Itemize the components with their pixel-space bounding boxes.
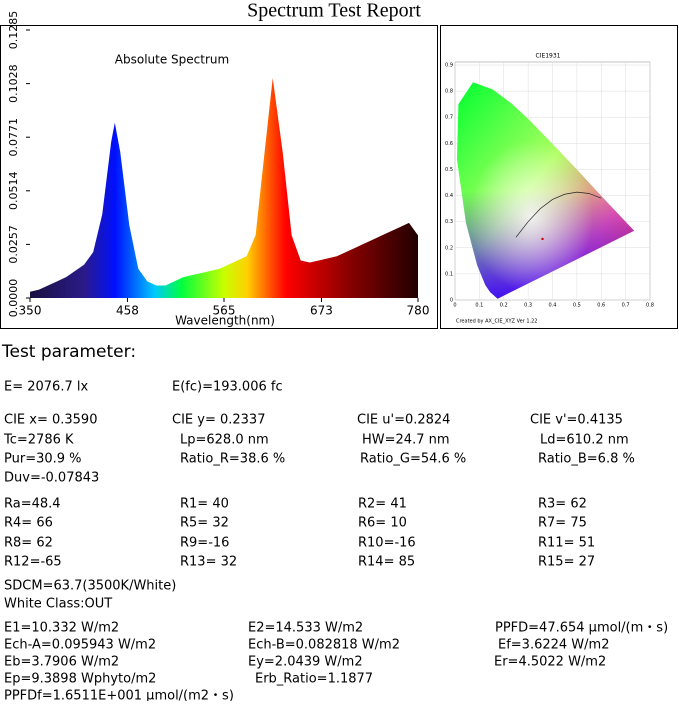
- cie-x-tick-label: 0.4: [549, 303, 557, 309]
- report-title: Spectrum Test Report: [247, 0, 421, 22]
- parameter: Ld=610.2 nm: [540, 433, 629, 448]
- parameters-heading: Test parameter:: [1, 342, 136, 362]
- cie-x-tick-label: 0.6: [597, 303, 605, 309]
- cie-y-tick-label: 0.9: [445, 63, 453, 69]
- parameter: R4= 66: [4, 516, 53, 531]
- cie-y-tick-label: 0.5: [445, 167, 453, 173]
- parameter: Ratio_B=6.8 %: [538, 452, 635, 467]
- parameter: Erb_Ratio=1.1877: [255, 672, 373, 687]
- parameter: Tc=2786 K: [3, 433, 74, 448]
- parameter: Ra=48.4: [4, 497, 61, 512]
- x-axis-label: Wavelength(nm): [175, 314, 275, 328]
- parameter: Ech-B=0.082818 W/m2: [248, 638, 400, 653]
- cie-x-tick-label: 0.1: [475, 303, 483, 309]
- cie-frame: [440, 25, 678, 329]
- y-tick-label: 0.0000: [7, 279, 20, 318]
- parameter: R11= 51: [538, 536, 595, 551]
- parameter: SDCM=63.7(3500K/White): [4, 579, 176, 594]
- y-tick-label: 0.1285: [7, 11, 20, 50]
- spectrum-area: [30, 77, 418, 298]
- cie-credit: Created by AX_CIE_XYZ Ver 1.22: [456, 319, 537, 325]
- parameter: CIE u'=0.2824: [357, 413, 450, 428]
- x-tick-label: 565: [213, 304, 236, 318]
- cie-x-tick-label: 0.3: [524, 303, 532, 309]
- parameter: R1= 40: [180, 497, 229, 512]
- parameter: R8= 62: [4, 536, 53, 551]
- x-tick-label: 780: [407, 304, 430, 318]
- cie-y-tick-label: 0.7: [445, 115, 453, 121]
- cie-y-tick-label: 0.4: [445, 193, 453, 199]
- spectrum-frame: [0, 25, 438, 329]
- parameter: Duv=-0.07843: [4, 471, 99, 486]
- parameter: Ratio_G=54.6 %: [360, 452, 466, 467]
- parameter: E2=14.533 W/m2: [248, 621, 363, 636]
- parameter: CIE v'=0.4135: [530, 413, 623, 428]
- spectrum-title: Absolute Spectrum: [115, 53, 229, 67]
- parameter: R5= 32: [180, 516, 229, 531]
- parameter: R9=-16: [180, 536, 229, 551]
- parameter: E(fc)=193.006 fc: [172, 380, 283, 395]
- chromaticity-point: [541, 237, 544, 241]
- parameter: R15= 27: [538, 555, 595, 570]
- parameter: Ey=2.0439 W/m2: [248, 655, 363, 670]
- cie-y-tick-label: 0.3: [445, 219, 453, 225]
- cie-y-tick-label: 0: [450, 298, 453, 304]
- parameter: R3= 62: [538, 497, 587, 512]
- cie-y-tick-label: 0.2: [445, 245, 453, 251]
- parameter: R10=-16: [358, 536, 416, 551]
- cie-gamut: [456, 82, 635, 299]
- cie-x-tick-label: 0: [453, 303, 456, 309]
- parameter: PPFD=47.654 μmol/(m・s): [495, 621, 668, 636]
- parameter: R12=-65: [4, 555, 62, 570]
- y-tick-label: 0.0514: [7, 172, 20, 211]
- parameter: R6= 10: [358, 516, 407, 531]
- parameter: Pur=30.9 %: [4, 452, 82, 467]
- parameter: Ef=3.6224 W/m2: [498, 638, 609, 653]
- planckian-locus: [515, 191, 602, 238]
- x-tick-label: 673: [310, 304, 333, 318]
- parameter: Ratio_R=38.6 %: [180, 452, 285, 467]
- parameter: Lp=628.0 nm: [180, 433, 269, 448]
- parameter: E1=10.332 W/m2: [4, 621, 119, 636]
- parameter: HW=24.7 nm: [362, 433, 450, 448]
- cie-x-tick-label: 0.7: [622, 303, 630, 309]
- cie-y-tick-label: 0.8: [445, 89, 453, 95]
- parameter: R14= 85: [358, 555, 415, 570]
- parameter: E= 2076.7 lx: [4, 380, 88, 395]
- cie-x-tick-label: 0.8: [646, 303, 654, 309]
- parameter: Eb=3.7906 W/m2: [4, 655, 119, 670]
- parameter: PPFDf=1.6511E+001 μmol/(m2・s): [4, 689, 234, 702]
- parameter: Er=4.5022 W/m2: [494, 655, 606, 670]
- parameter: White Class:OUT: [4, 597, 112, 612]
- cie-x-tick-label: 0.5: [573, 303, 581, 309]
- cie-title: CIE1931: [535, 53, 560, 60]
- parameter: Ech-A=0.095943 W/m2: [4, 638, 156, 653]
- parameter: CIE x= 0.3590: [4, 413, 97, 428]
- parameter: R13= 32: [180, 555, 237, 570]
- y-tick-label: 0.0257: [7, 225, 20, 264]
- x-tick-label: 350: [19, 304, 42, 318]
- cie-x-tick-label: 0.2: [500, 303, 508, 309]
- y-tick-label: 0.0771: [7, 118, 20, 157]
- cie-y-tick-label: 0.6: [445, 141, 453, 147]
- y-tick-label: 0.1028: [7, 64, 20, 103]
- parameter: Ep=9.3898 Wphyto/m2: [4, 672, 156, 687]
- parameter: CIE y= 0.2337: [172, 413, 265, 428]
- cie-y-tick-label: 0.1: [445, 271, 453, 277]
- parameter: R2= 41: [358, 497, 407, 512]
- x-tick-label: 458: [116, 304, 139, 318]
- parameter: R7= 75: [538, 516, 587, 531]
